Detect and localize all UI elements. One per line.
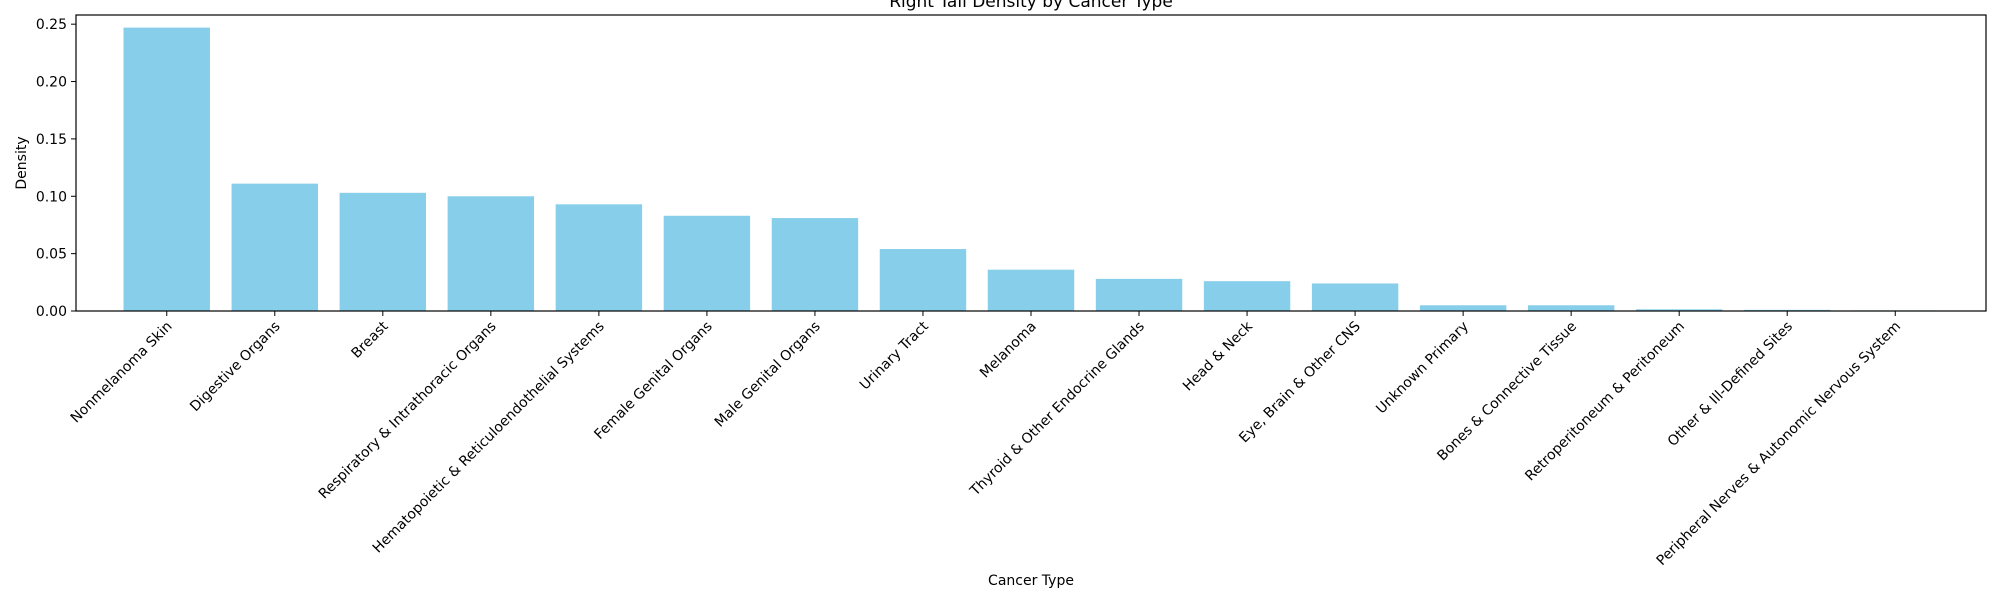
bar (1635, 309, 1723, 311)
bar (1527, 305, 1615, 311)
x-axis-ticks: Nonmelanoma Skin Digestive Organs BreastRe… (68, 311, 1904, 569)
bar (663, 215, 751, 311)
bar (447, 196, 535, 311)
y-tick-label: 0.25 (36, 17, 67, 33)
bar (231, 183, 318, 311)
x-tick-label: Male Genital Organs (712, 319, 824, 431)
x-tick-label: Breast (348, 318, 392, 362)
x-tick-label: Digestive Organs (187, 319, 283, 415)
bar (1095, 278, 1183, 311)
y-tick-label: 0.00 (36, 304, 67, 320)
bar (1311, 283, 1399, 311)
x-tick-label: Head & Neck (1180, 318, 1257, 395)
chart-title: Right Tail Density by Cancer Type (889, 0, 1173, 12)
x-tick-label: Respiratory & Intrathoracic Organs (316, 319, 500, 503)
bar (879, 249, 967, 311)
x-tick-label: Nonmelanoma Skin (68, 319, 176, 427)
y-axis-ticks: 0.00 0.05 0.10 0.15 0.20 0.25 (36, 17, 76, 320)
x-tick-label: Other & Ill-Defined Sites (1665, 319, 1796, 450)
bar (1203, 281, 1291, 311)
bar (987, 269, 1075, 311)
bar (339, 192, 427, 311)
bars-group (123, 27, 1939, 312)
x-tick-label: Melanoma (977, 319, 1040, 382)
y-tick-label: 0.05 (36, 247, 67, 263)
y-tick-label: 0.20 (36, 75, 67, 91)
y-tick-label: 0.15 (36, 132, 67, 148)
x-tick-label: Urinary Tract (857, 318, 932, 393)
x-axis-label: Cancer Type (988, 573, 1074, 589)
y-axis-label: Density (14, 136, 30, 189)
x-tick-label: Unknown Primary (1373, 319, 1472, 418)
x-tick-label: Eye, Brain & Other CNS (1236, 318, 1364, 446)
x-tick-label: Thyroid & Other Endocrine Glands (967, 319, 1148, 500)
x-tick-label: Hematopoietic & Reticuloendothelial Syst… (370, 319, 608, 557)
bar (1419, 305, 1507, 311)
bar (555, 204, 643, 311)
x-tick-label: Peripheral Nerves & Autonomic Nervous Sy… (1654, 319, 1904, 569)
y-tick-label: 0.10 (36, 189, 67, 205)
bar (123, 27, 210, 312)
bar (771, 218, 859, 311)
x-tick-label: Female Genital Organs (591, 319, 715, 443)
